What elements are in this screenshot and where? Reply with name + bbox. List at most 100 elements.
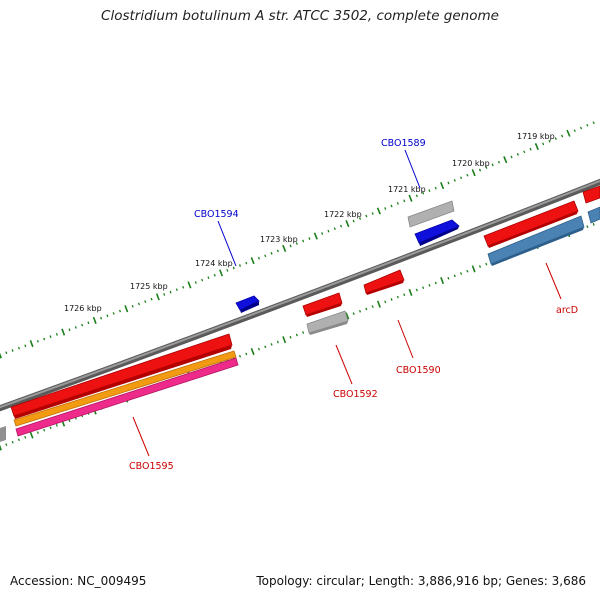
minor-tick [358, 217, 362, 220]
kbp-label: 1719 kbp [517, 132, 555, 141]
minor-tick [352, 312, 355, 316]
minor-tick [24, 344, 27, 348]
minor-tick [36, 431, 39, 434]
major-tick [0, 352, 2, 359]
minor-tick [144, 300, 147, 303]
minor-tick [257, 347, 261, 351]
minor-tick [510, 155, 513, 159]
major-tick [471, 265, 476, 273]
minor-tick [137, 302, 141, 306]
leader-line-cbo1594 [217, 220, 237, 267]
major-tick [29, 340, 34, 348]
gene-label-cbo1590[interactable]: CBO1590 [396, 365, 441, 376]
gene-cbo1592-grey[interactable] [306, 310, 349, 335]
minor-tick [466, 173, 469, 177]
gene-cbo1592-red[interactable] [302, 292, 343, 317]
minor-tick [194, 281, 197, 284]
minor-tick [308, 237, 311, 240]
minor-tick [245, 352, 248, 356]
minor-tick [182, 285, 185, 289]
gene-far-right-steel[interactable] [587, 206, 600, 224]
minor-tick [529, 147, 532, 151]
minor-tick [358, 309, 362, 313]
minor-tick [384, 300, 387, 304]
gene-cbo1594-block[interactable] [235, 295, 260, 313]
minor-tick [447, 181, 450, 185]
minor-tick [339, 224, 343, 228]
minor-tick [17, 346, 21, 350]
gene-cbo1595-pink[interactable] [15, 357, 239, 437]
minor-tick [87, 321, 90, 325]
gene-label-cbo1592[interactable]: CBO1592 [333, 389, 378, 400]
minor-tick [365, 214, 368, 218]
major-tick [471, 169, 476, 177]
minor-tick [592, 121, 595, 125]
major-tick [219, 269, 224, 277]
major-tick [92, 316, 97, 324]
minor-tick [497, 160, 501, 164]
gene-label-cbo1589[interactable]: CBO1589 [381, 138, 426, 149]
minor-tick [264, 254, 267, 258]
gene-cbo1589-blue[interactable] [414, 219, 460, 246]
minor-tick [150, 297, 153, 301]
minor-tick [24, 436, 27, 439]
gene-cbo1590[interactable] [363, 269, 405, 295]
minor-tick [403, 199, 406, 203]
kbp-label: 1720 kbp [452, 159, 490, 168]
major-tick [124, 305, 129, 313]
gene-cbo1595-orange[interactable] [13, 350, 237, 427]
gene-left-edge-grey[interactable] [0, 426, 6, 442]
minor-tick [478, 265, 482, 268]
minor-tick [106, 314, 109, 318]
minor-tick [49, 335, 52, 339]
minor-tick [428, 283, 431, 287]
minor-tick [264, 345, 267, 349]
kbp-label: 1721 kbp [388, 185, 426, 194]
minor-tick [554, 137, 557, 140]
gene-cbo1595-red[interactable] [10, 333, 233, 419]
minor-tick [491, 163, 494, 167]
minor-tick [270, 251, 273, 255]
major-tick [408, 288, 413, 296]
minor-tick [371, 212, 374, 215]
minor-tick [81, 323, 84, 327]
gene-label-cbo1594[interactable]: CBO1594 [194, 209, 239, 220]
gene-label-cbo1595[interactable]: CBO1595 [129, 461, 174, 472]
minor-tick [207, 276, 210, 280]
leader-line-cbo1589 [404, 149, 421, 189]
minor-tick [99, 316, 103, 320]
minor-tick [55, 424, 58, 427]
minor-tick [17, 438, 21, 442]
minor-tick [586, 225, 589, 229]
outer-tick-track [0, 121, 595, 359]
gene-cbo1588[interactable] [582, 185, 600, 204]
gene-arcd[interactable] [487, 215, 585, 266]
major-tick [376, 300, 381, 308]
minor-tick [201, 278, 204, 282]
gene-label-arcd[interactable]: arcD [556, 305, 578, 316]
kbp-label: 1723 kbp [260, 235, 298, 244]
minor-tick [43, 428, 46, 432]
minor-tick [422, 286, 425, 290]
minor-tick [485, 262, 488, 266]
leader-line-cbo1595 [132, 416, 150, 457]
gene-cbo1589[interactable] [407, 200, 455, 228]
minor-tick [586, 123, 589, 127]
major-tick [250, 257, 255, 265]
minor-tick [175, 288, 178, 292]
leader-line-arcd [545, 262, 562, 300]
minor-tick [415, 194, 418, 198]
minor-tick [238, 354, 242, 358]
minor-tick [447, 276, 450, 280]
major-tick [0, 444, 2, 451]
minor-tick [295, 333, 298, 337]
gene-right-red-forward[interactable] [483, 200, 579, 248]
minor-tick [384, 207, 387, 210]
major-tick [440, 182, 445, 190]
minor-tick [257, 256, 261, 260]
kbp-label: 1725 kbp [130, 282, 168, 291]
minor-tick [74, 326, 77, 329]
major-tick [155, 293, 160, 301]
minor-tick [163, 293, 166, 296]
